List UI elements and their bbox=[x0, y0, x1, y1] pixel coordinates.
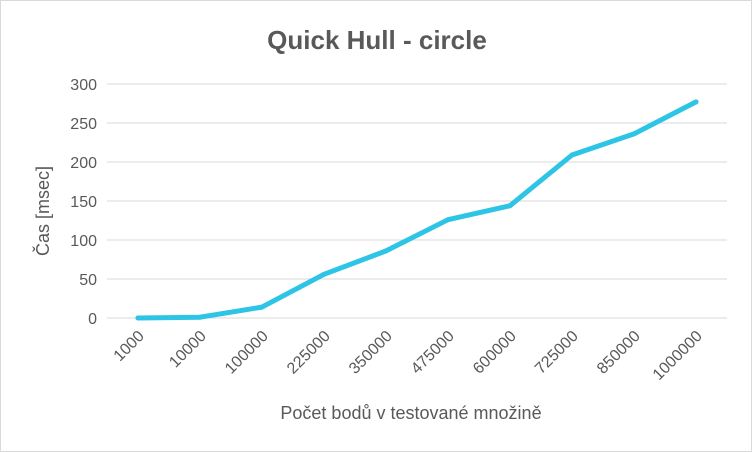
x-tick-label: 350000 bbox=[346, 328, 396, 378]
x-tick-label: 1000000 bbox=[650, 328, 706, 384]
data-point bbox=[383, 248, 389, 254]
data-point bbox=[259, 304, 265, 310]
chart-title: Quick Hull - circle bbox=[267, 25, 487, 55]
x-tick-label: 1000 bbox=[111, 328, 148, 365]
x-tick-label: 725000 bbox=[532, 328, 582, 378]
y-tick-label: 200 bbox=[70, 155, 97, 172]
y-tick-label: 100 bbox=[70, 233, 97, 250]
y-tick-label: 0 bbox=[88, 311, 97, 328]
series-layer bbox=[135, 99, 699, 321]
data-point bbox=[693, 99, 699, 105]
x-axis-label: Počet bodů v testované množině bbox=[280, 403, 541, 423]
data-point bbox=[135, 315, 141, 321]
series-line-0 bbox=[135, 99, 699, 321]
y-tick-label: 300 bbox=[70, 77, 97, 94]
x-tick-label: 850000 bbox=[594, 328, 644, 378]
data-point bbox=[445, 217, 451, 223]
x-tick-labels: 1000 10000 100000 225000 350000 475000 600000 7… bbox=[111, 328, 706, 384]
data-point bbox=[321, 271, 327, 277]
y-axis-label: Čas [msec] bbox=[32, 166, 53, 256]
y-tick-labels: 0 50 100 150 200 250 300 bbox=[70, 77, 97, 328]
y-tick-label: 50 bbox=[79, 272, 97, 289]
x-tick-label: 225000 bbox=[284, 328, 334, 378]
data-point bbox=[507, 203, 513, 209]
x-tick-label: 100000 bbox=[222, 328, 272, 378]
x-tick-label: 10000 bbox=[166, 328, 210, 372]
data-point bbox=[569, 152, 575, 158]
y-tick-label: 150 bbox=[70, 194, 97, 211]
y-tick-label: 250 bbox=[70, 116, 97, 133]
x-tick-label: 600000 bbox=[470, 328, 520, 378]
gridlines bbox=[107, 83, 727, 319]
x-tick-label: 475000 bbox=[408, 328, 458, 378]
data-point bbox=[197, 314, 203, 320]
data-point bbox=[631, 131, 637, 137]
